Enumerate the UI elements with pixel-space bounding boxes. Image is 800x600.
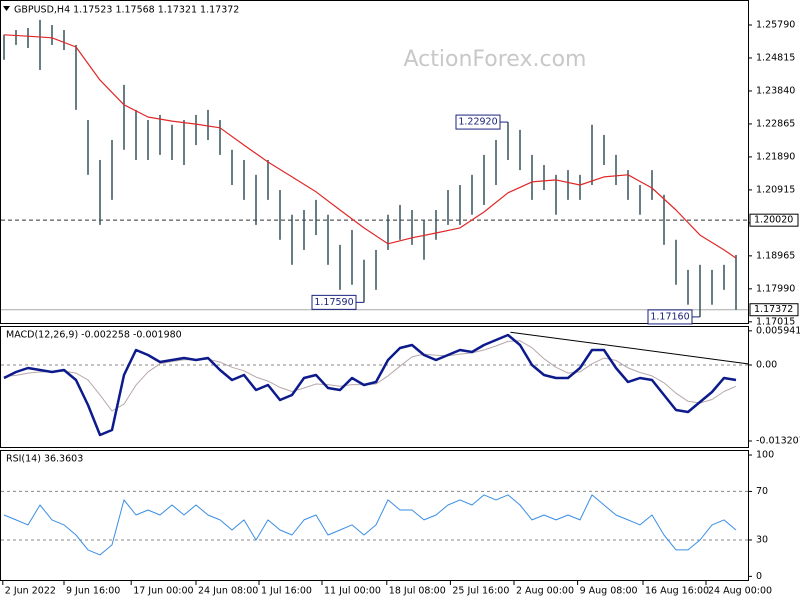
price-label-box bbox=[311, 294, 357, 310]
price-label-box bbox=[647, 309, 693, 325]
x-tick-label: 9 Jun 16:00 bbox=[66, 586, 120, 597]
y-tick-label: 30 bbox=[756, 534, 768, 545]
x-tick-label: 2 Jun 2022 bbox=[5, 586, 56, 597]
y-tick-label: 1.20915 bbox=[756, 184, 795, 195]
x-tick-label: 25 Jul 16:00 bbox=[452, 586, 509, 597]
macd-panel bbox=[0, 326, 749, 448]
x-tick-label: 9 Aug 08:00 bbox=[580, 586, 638, 597]
last-price-box bbox=[749, 303, 799, 317]
y-tick-label: 1.24815 bbox=[756, 52, 795, 63]
y-tick-label: 1.23840 bbox=[756, 85, 795, 96]
panel-title: RSI(14) 36.3603 bbox=[6, 454, 83, 465]
price-label-box bbox=[455, 114, 501, 130]
level-box bbox=[749, 213, 799, 227]
y-tick-label: 1.22865 bbox=[756, 118, 795, 129]
last-price-label: 1.17372 bbox=[754, 304, 793, 315]
x-tick-label: 11 Jul 00:00 bbox=[324, 586, 381, 597]
level-label: 1.20020 bbox=[754, 215, 793, 226]
menu-arrow bbox=[3, 6, 10, 11]
x-tick-label: 18 Jul 08:00 bbox=[389, 586, 446, 597]
price-label: 1.22920 bbox=[458, 117, 497, 128]
y-tick-label: 100 bbox=[756, 450, 774, 461]
rsi-panel bbox=[0, 450, 749, 581]
x-tick-label: 2 Aug 00:00 bbox=[516, 586, 574, 597]
y-tick-label: 0.00 bbox=[756, 360, 777, 371]
y-tick-label: 1.25790 bbox=[756, 19, 795, 30]
x-tick-label: 24 Aug 00:00 bbox=[708, 586, 772, 597]
y-tick-label: 1.17990 bbox=[756, 283, 795, 294]
panel-title: GBPUSD,H4 1.17523 1.17568 1.17321 1.1737… bbox=[14, 5, 239, 16]
macd-line bbox=[3, 333, 737, 437]
y-tick-label: 1.17015 bbox=[756, 316, 795, 327]
y-tick-label: 0.005941 bbox=[756, 325, 800, 336]
x-tick-label: 24 Jun 08:00 bbox=[198, 586, 258, 597]
watermark: ActionForex.com bbox=[404, 47, 587, 72]
x-tick-label: 17 Jun 00:00 bbox=[133, 586, 193, 597]
trendline bbox=[510, 331, 749, 365]
moving-average bbox=[3, 34, 737, 259]
x-tick-label: 1 Jul 16:00 bbox=[261, 586, 312, 597]
y-tick-label: 1.18965 bbox=[756, 250, 795, 261]
x-tick-label: 16 Aug 16:00 bbox=[645, 586, 709, 597]
panel-title: MACD(12,26,9) -0.002258 -0.001980 bbox=[6, 330, 182, 341]
price-panel bbox=[0, 0, 749, 324]
price-label: 1.17590 bbox=[314, 297, 353, 308]
y-tick-label: 1.21890 bbox=[756, 151, 795, 162]
y-tick-label: -0.013207 bbox=[756, 435, 800, 446]
y-tick-label: 70 bbox=[756, 486, 768, 497]
price-label: 1.17160 bbox=[650, 311, 689, 322]
y-tick-label: 0 bbox=[756, 571, 762, 582]
rsi-line bbox=[3, 494, 737, 556]
